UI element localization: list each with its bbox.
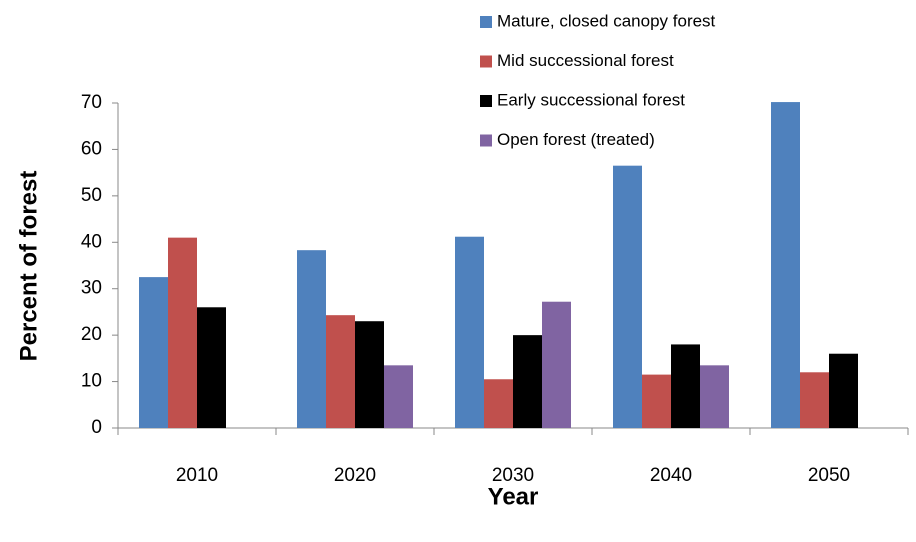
bar — [168, 237, 197, 428]
bar — [484, 379, 513, 428]
legend-label: Mid successional forest — [497, 51, 674, 70]
x-tick-label: 2020 — [334, 465, 376, 486]
legend-label: Mature, closed canopy forest — [497, 11, 716, 30]
bar — [671, 344, 700, 428]
y-tick-label: 20 — [81, 324, 102, 345]
bar — [642, 374, 671, 428]
bar — [513, 335, 542, 428]
bar — [829, 353, 858, 428]
y-tick-label: 70 — [81, 92, 102, 113]
bar — [455, 236, 484, 428]
y-tick-label: 0 — [91, 417, 102, 438]
x-tick-label: 2050 — [808, 465, 850, 486]
y-tick-label: 60 — [81, 138, 102, 159]
bar — [613, 165, 642, 428]
legend-swatch — [480, 55, 492, 68]
y-tick-label: 30 — [81, 278, 102, 299]
legend-swatch — [480, 16, 492, 28]
bar — [197, 307, 226, 428]
y-tick-label: 40 — [81, 231, 102, 252]
x-tick-label: 2030 — [492, 465, 534, 486]
bar — [384, 365, 413, 428]
bar — [326, 315, 355, 428]
bar — [700, 365, 729, 428]
bar — [297, 250, 326, 428]
y-axis-title: Percent of forest — [15, 171, 42, 362]
x-tick-label: 2040 — [650, 465, 692, 486]
legend-label: Early successional forest — [497, 90, 685, 109]
legend-swatch — [480, 95, 492, 107]
legend-swatch — [480, 134, 492, 147]
bar — [542, 301, 571, 428]
x-axis-title: Year — [488, 483, 539, 510]
x-tick-label: 2010 — [176, 465, 218, 486]
bar — [800, 372, 829, 428]
legend-label: Open forest (treated) — [497, 130, 655, 149]
bar — [355, 321, 384, 428]
y-tick-label: 10 — [81, 371, 102, 392]
bar — [771, 102, 800, 429]
y-tick-label: 50 — [81, 185, 102, 206]
bar — [139, 277, 168, 428]
